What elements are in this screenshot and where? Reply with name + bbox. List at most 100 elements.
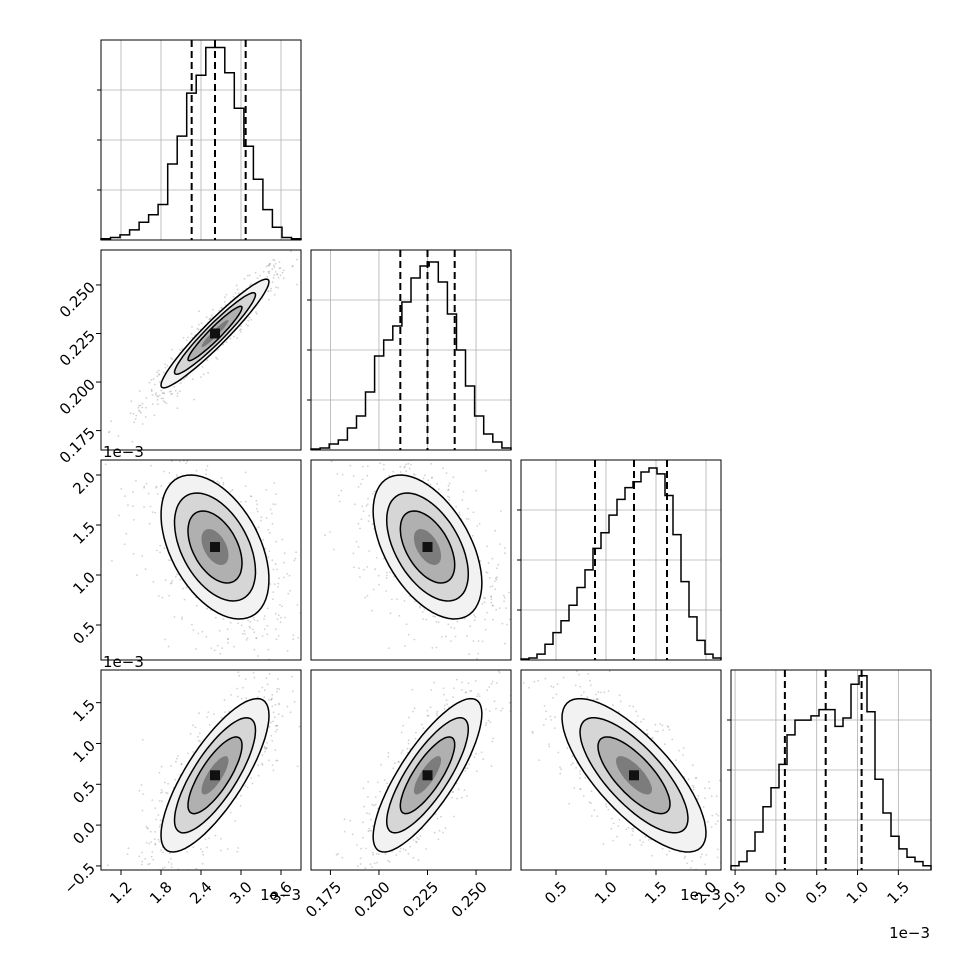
scatter-point (659, 723, 662, 725)
scatter-point (431, 647, 434, 649)
x-multiplier-label: 1e−3 (889, 924, 930, 942)
scatter-point (361, 478, 364, 481)
scatter-point (447, 488, 450, 491)
scatter-point (472, 511, 475, 514)
scatter-point (108, 430, 111, 433)
scatter-point (151, 850, 154, 853)
scatter-point (145, 452, 147, 454)
scatter-point (491, 604, 494, 607)
scatter-point (265, 747, 268, 749)
scatter-point (145, 482, 148, 485)
scatter-point (248, 625, 251, 628)
scatter-point (553, 727, 556, 729)
scatter-point (610, 827, 613, 830)
scatter-point (218, 482, 221, 485)
scatter-point (372, 588, 375, 591)
y-tick-label: 0.5 (69, 778, 99, 808)
scatter-point (267, 648, 270, 651)
scatter-point (635, 710, 637, 713)
scatter-point (164, 781, 166, 784)
scatter-point (274, 725, 277, 727)
scatter-point (510, 665, 512, 667)
scatter-point (374, 796, 377, 798)
scatter-point (157, 838, 160, 841)
scatter-point (256, 277, 259, 279)
scatter-point (483, 601, 486, 604)
scatter-point (250, 318, 253, 321)
scatter-point (181, 348, 184, 350)
scatter-point (210, 647, 213, 649)
scatter-point (595, 693, 597, 696)
scatter-point (392, 470, 395, 473)
scatter-point (274, 271, 277, 273)
scatter-point (167, 645, 170, 648)
scatter-point (244, 678, 247, 680)
scatter-point (266, 607, 269, 610)
scatter-point (484, 628, 487, 631)
scatter-point (349, 464, 352, 467)
scatter-point (134, 879, 136, 881)
scatter-point (413, 474, 416, 476)
scatter-point (284, 616, 287, 619)
scatter-point (473, 666, 475, 668)
scatter-point (229, 811, 232, 814)
scatter-point (269, 262, 271, 265)
scatter-point (460, 796, 463, 799)
x-tick-label: 1.0 (843, 878, 873, 908)
scatter-point (154, 807, 157, 809)
scatter-point (273, 274, 276, 276)
scatter-point (545, 710, 547, 713)
scatter-point (195, 648, 197, 650)
scatter-point (181, 618, 183, 620)
scatter-point (691, 784, 694, 787)
scatter-point (272, 711, 275, 714)
scatter-point (130, 400, 133, 403)
scatter-point (155, 486, 157, 489)
scatter-point (271, 694, 274, 696)
scatter-point (262, 538, 265, 541)
scatter-point (359, 857, 362, 860)
scatter-point (170, 581, 173, 584)
scatter-point (227, 641, 229, 644)
scatter-point (597, 698, 599, 700)
scatter-point (233, 645, 236, 648)
scatter-point (481, 603, 484, 605)
scatter-point (405, 463, 407, 466)
scatter-point (187, 752, 189, 755)
scatter-point (466, 795, 468, 797)
scatter-point (597, 691, 600, 693)
scatter-point (484, 618, 486, 621)
scatter-point (385, 574, 388, 577)
scatter-point (476, 525, 479, 527)
scatter-point (385, 590, 387, 592)
scatter-point (643, 883, 645, 885)
scatter-point (148, 862, 151, 865)
scatter-point (169, 858, 172, 860)
scatter-point (182, 587, 184, 590)
scatter-point (436, 482, 439, 485)
scatter-point (574, 684, 577, 687)
scatter-point (145, 397, 148, 399)
scatter-point (445, 472, 448, 474)
scatter-point (185, 453, 187, 455)
scatter-point (388, 861, 391, 863)
scatter-point (240, 331, 242, 333)
scatter-point (255, 637, 258, 640)
scatter-point (403, 600, 406, 602)
scatter-point (294, 557, 297, 560)
scatter-point (237, 292, 240, 295)
scatter-point (204, 838, 207, 841)
scatter-point (333, 548, 335, 551)
scatter-point (296, 283, 298, 286)
scatter-point (289, 241, 291, 243)
x-tick-label: −0.5 (711, 878, 749, 916)
scatter-point (690, 867, 692, 869)
scatter-point (157, 369, 160, 372)
scatter-point (453, 627, 456, 629)
x-tick-label: 0.0 (761, 878, 791, 908)
scatter-point (192, 450, 194, 452)
scatter-point (592, 661, 594, 663)
scatter-point (145, 841, 148, 844)
scatter-point (353, 566, 355, 569)
scatter-point (158, 373, 160, 376)
